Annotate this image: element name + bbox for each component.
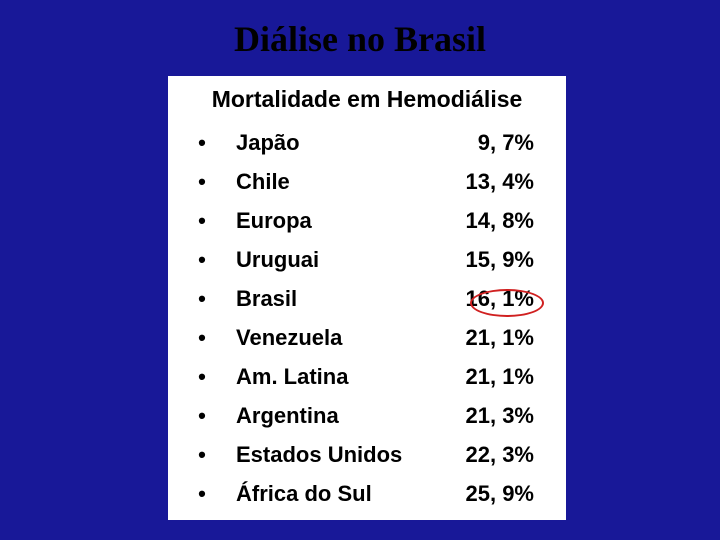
value-label: 22, 3% — [458, 442, 566, 468]
panel-subtitle: Mortalidade em Hemodiálise — [168, 86, 566, 113]
value-label: 25, 9% — [458, 481, 566, 507]
data-row: •Japão9, 7% — [168, 123, 566, 162]
bullet-icon: • — [168, 364, 236, 390]
value-label: 14, 8% — [458, 208, 566, 234]
data-row: •Chile13, 4% — [168, 162, 566, 201]
country-label: Brasil — [236, 286, 458, 312]
country-label: Estados Unidos — [236, 442, 458, 468]
country-label: Uruguai — [236, 247, 458, 273]
data-row: •Europa14, 8% — [168, 201, 566, 240]
value-label: 13, 4% — [458, 169, 566, 195]
bullet-icon: • — [168, 286, 236, 312]
data-row: •Venezuela21, 1% — [168, 318, 566, 357]
data-rows-container: •Japão9, 7%•Chile13, 4%•Europa14, 8%•Uru… — [168, 123, 566, 513]
bullet-icon: • — [168, 481, 236, 507]
content-panel: Mortalidade em Hemodiálise •Japão9, 7%•C… — [168, 76, 566, 520]
country-label: Venezuela — [236, 325, 458, 351]
slide-title: Diálise no Brasil — [0, 18, 720, 60]
value-label: 16, 1% — [458, 286, 566, 312]
data-row: •Am. Latina21, 1% — [168, 357, 566, 396]
data-row: •Estados Unidos22, 3% — [168, 435, 566, 474]
value-label: 9, 7% — [458, 130, 566, 156]
value-label: 21, 3% — [458, 403, 566, 429]
bullet-icon: • — [168, 442, 236, 468]
data-row: •África do Sul25, 9% — [168, 474, 566, 513]
bullet-icon: • — [168, 247, 236, 273]
country-label: Am. Latina — [236, 364, 458, 390]
highlight-circle — [470, 289, 544, 317]
bullet-icon: • — [168, 325, 236, 351]
bullet-icon: • — [168, 169, 236, 195]
value-label: 21, 1% — [458, 364, 566, 390]
country-label: África do Sul — [236, 481, 458, 507]
data-row: •Brasil16, 1% — [168, 279, 566, 318]
country-label: Chile — [236, 169, 458, 195]
value-label: 21, 1% — [458, 325, 566, 351]
country-label: Europa — [236, 208, 458, 234]
data-row: •Argentina21, 3% — [168, 396, 566, 435]
bullet-icon: • — [168, 130, 236, 156]
country-label: Japão — [236, 130, 458, 156]
value-label: 15, 9% — [458, 247, 566, 273]
bullet-icon: • — [168, 403, 236, 429]
bullet-icon: • — [168, 208, 236, 234]
country-label: Argentina — [236, 403, 458, 429]
data-row: •Uruguai15, 9% — [168, 240, 566, 279]
